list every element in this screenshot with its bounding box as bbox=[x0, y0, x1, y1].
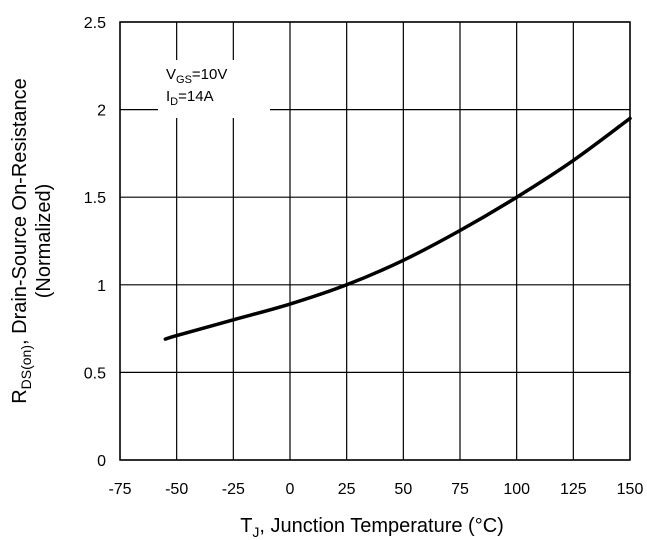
annotation-background bbox=[158, 60, 270, 118]
y-tick-label: 1.5 bbox=[84, 190, 106, 207]
x-tick-label: -25 bbox=[222, 481, 245, 498]
y-tick-label: 0 bbox=[97, 453, 106, 470]
y-axis-title: RDS(on), Drain-Source On-Resistance (Nor… bbox=[9, 78, 55, 404]
x-tick-label: 125 bbox=[560, 481, 587, 498]
y-axis-title-line2: (Normalized) bbox=[33, 184, 55, 298]
plot-area-frame bbox=[119, 21, 631, 461]
condition-annotation: VGS=10V ID=14A bbox=[158, 60, 270, 118]
y-tick-label: 2 bbox=[97, 103, 106, 120]
x-tick-label: -75 bbox=[108, 481, 131, 498]
x-tick-label: -50 bbox=[165, 481, 188, 498]
x-axis-title: TJ, Junction Temperature (°C) bbox=[240, 515, 504, 540]
series-line bbox=[163, 116, 632, 341]
x-tick-label: 50 bbox=[394, 481, 412, 498]
y-axis-title-line1: RDS(on), Drain-Source On-Resistance bbox=[9, 78, 34, 404]
y-axis-tick-labels: 0 0.5 1 1.5 2 2.5 bbox=[84, 15, 106, 470]
x-tick-label: 0 bbox=[286, 481, 295, 498]
x-axis-tick-labels: -75 -50 -25 0 25 50 75 100 125 150 bbox=[108, 481, 643, 498]
x-tick-label: 150 bbox=[617, 481, 644, 498]
annotation-line-id: ID=14A bbox=[166, 88, 214, 108]
y-tick-label: 2.5 bbox=[84, 15, 106, 32]
y-tick-label: 1 bbox=[97, 278, 106, 295]
annotation-line-vgs: VGS=10V bbox=[166, 66, 227, 86]
x-tick-label: 25 bbox=[338, 481, 356, 498]
x-tick-label: 75 bbox=[451, 481, 469, 498]
y-tick-label: 0.5 bbox=[84, 365, 106, 382]
x-tick-label: 100 bbox=[503, 481, 530, 498]
